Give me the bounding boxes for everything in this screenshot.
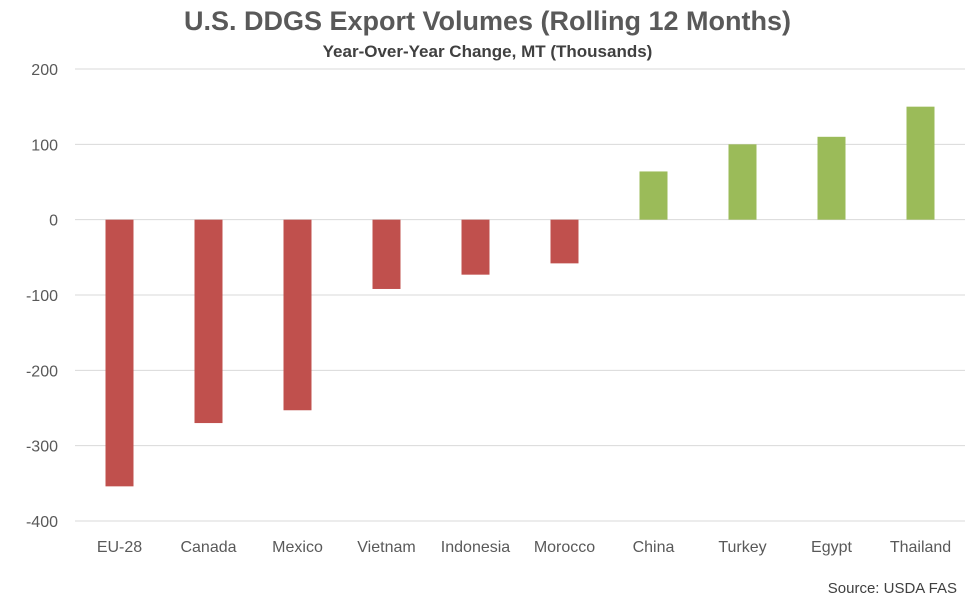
x-tick-label: EU-28 bbox=[97, 539, 142, 556]
x-tick-label: Canada bbox=[180, 539, 236, 556]
bar-mexico bbox=[283, 219, 312, 411]
chart-title: U.S. DDGS Export Volumes (Rolling 12 Mon… bbox=[183, 6, 792, 36]
x-tick-label: Egypt bbox=[811, 539, 852, 556]
x-tick-label: Thailand bbox=[890, 539, 951, 556]
y-tick-label: -100 bbox=[26, 288, 58, 305]
y-tick-label: -200 bbox=[26, 363, 58, 380]
x-tick-label: Morocco bbox=[534, 539, 595, 556]
bars bbox=[105, 106, 935, 487]
chart-subtitle: Year-Over-Year Change, MT (Thousands) bbox=[322, 42, 653, 61]
bar-morocco bbox=[550, 219, 579, 264]
y-axis-ticks: 200 100 0 -100 -200 -300 -400 bbox=[26, 62, 58, 531]
gridlines bbox=[75, 68, 965, 522]
bar-canada bbox=[194, 219, 223, 424]
y-tick-label: 0 bbox=[49, 213, 58, 230]
bar-turkey bbox=[728, 144, 757, 220]
bar-china bbox=[639, 171, 668, 220]
y-tick-label: 200 bbox=[31, 62, 58, 79]
bar-indonesia bbox=[461, 219, 490, 275]
x-tick-label: Indonesia bbox=[441, 539, 510, 556]
y-tick-label: 100 bbox=[31, 137, 58, 154]
source-note: Source: USDA FAS bbox=[827, 580, 957, 597]
bar-eu-28 bbox=[105, 219, 134, 487]
x-tick-label: Vietnam bbox=[357, 539, 415, 556]
x-axis-ticks: EU-28 Canada Mexico Vietnam Indonesia Morocco… bbox=[97, 539, 951, 556]
y-tick-label: -400 bbox=[26, 514, 58, 531]
x-tick-label: Turkey bbox=[718, 539, 766, 556]
y-tick-label: -300 bbox=[26, 439, 58, 456]
bar-vietnam bbox=[372, 219, 401, 289]
x-tick-label: China bbox=[633, 539, 675, 556]
bar-thailand bbox=[906, 106, 935, 220]
bar-egypt bbox=[817, 136, 846, 220]
x-tick-label: Mexico bbox=[272, 539, 323, 556]
